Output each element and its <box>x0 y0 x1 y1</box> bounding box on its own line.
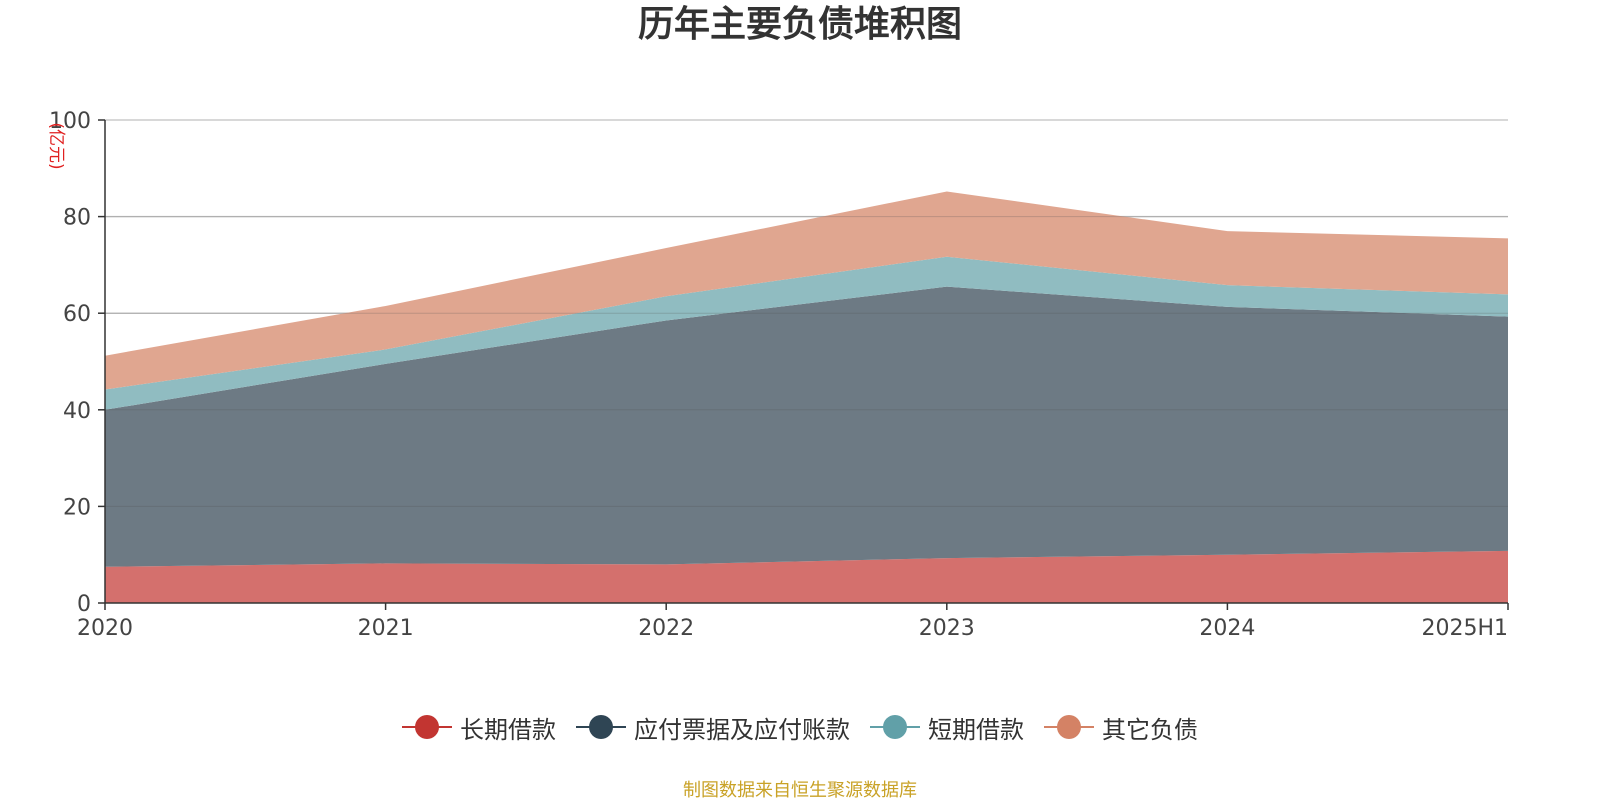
legend-marker-long-term-loans-icon <box>402 714 452 740</box>
y-tick-label: 0 <box>77 592 91 617</box>
y-tick-label: 20 <box>63 495 91 520</box>
legend-marker-other-liabilities-icon <box>1044 714 1094 740</box>
legend-item-short-term-loans[interactable]: 短期借款 <box>870 712 1024 744</box>
legend-dot <box>1057 715 1081 739</box>
legend-item-long-term-loans[interactable]: 长期借款 <box>402 712 556 744</box>
x-tick-label: 2021 <box>358 616 414 641</box>
legend: 长期借款 应付票据及应付账款 短期借款 其它负债 <box>0 712 1600 744</box>
x-tick-label: 2022 <box>638 616 694 641</box>
area-series-3 <box>105 191 1508 390</box>
legend-dot <box>415 715 439 739</box>
y-tick-label: 40 <box>63 399 91 424</box>
legend-label: 应付票据及应付账款 <box>634 715 850 744</box>
area-series-2 <box>105 256 1508 410</box>
legend-marker-short-term-loans-icon <box>870 714 920 740</box>
area-series-1 <box>105 286 1508 567</box>
source-note: 制图数据来自恒生聚源数据库 <box>683 780 917 801</box>
x-tick-label: 2020 <box>77 616 133 641</box>
x-tick-label: 2025H1 <box>1421 616 1508 641</box>
x-tick-label: 2023 <box>919 616 975 641</box>
x-tick-label: 2024 <box>1199 616 1255 641</box>
legend-label: 短期借款 <box>928 715 1024 744</box>
y-tick-label: 60 <box>63 302 91 327</box>
legend-label: 其它负债 <box>1102 715 1198 744</box>
legend-item-accounts-payable[interactable]: 应付票据及应付账款 <box>576 712 850 744</box>
legend-label: 长期借款 <box>460 715 556 744</box>
chart-title: 历年主要负债堆积图 <box>637 4 962 45</box>
legend-dot <box>883 715 907 739</box>
legend-dot <box>589 715 613 739</box>
y-axis-unit-label: (亿元) <box>46 122 66 169</box>
legend-marker-accounts-payable-icon <box>576 714 626 740</box>
area-series-0 <box>105 550 1508 603</box>
y-tick-label: 80 <box>63 206 91 231</box>
legend-item-other-liabilities[interactable]: 其它负债 <box>1044 712 1198 744</box>
y-tick-label: 100 <box>49 109 91 134</box>
